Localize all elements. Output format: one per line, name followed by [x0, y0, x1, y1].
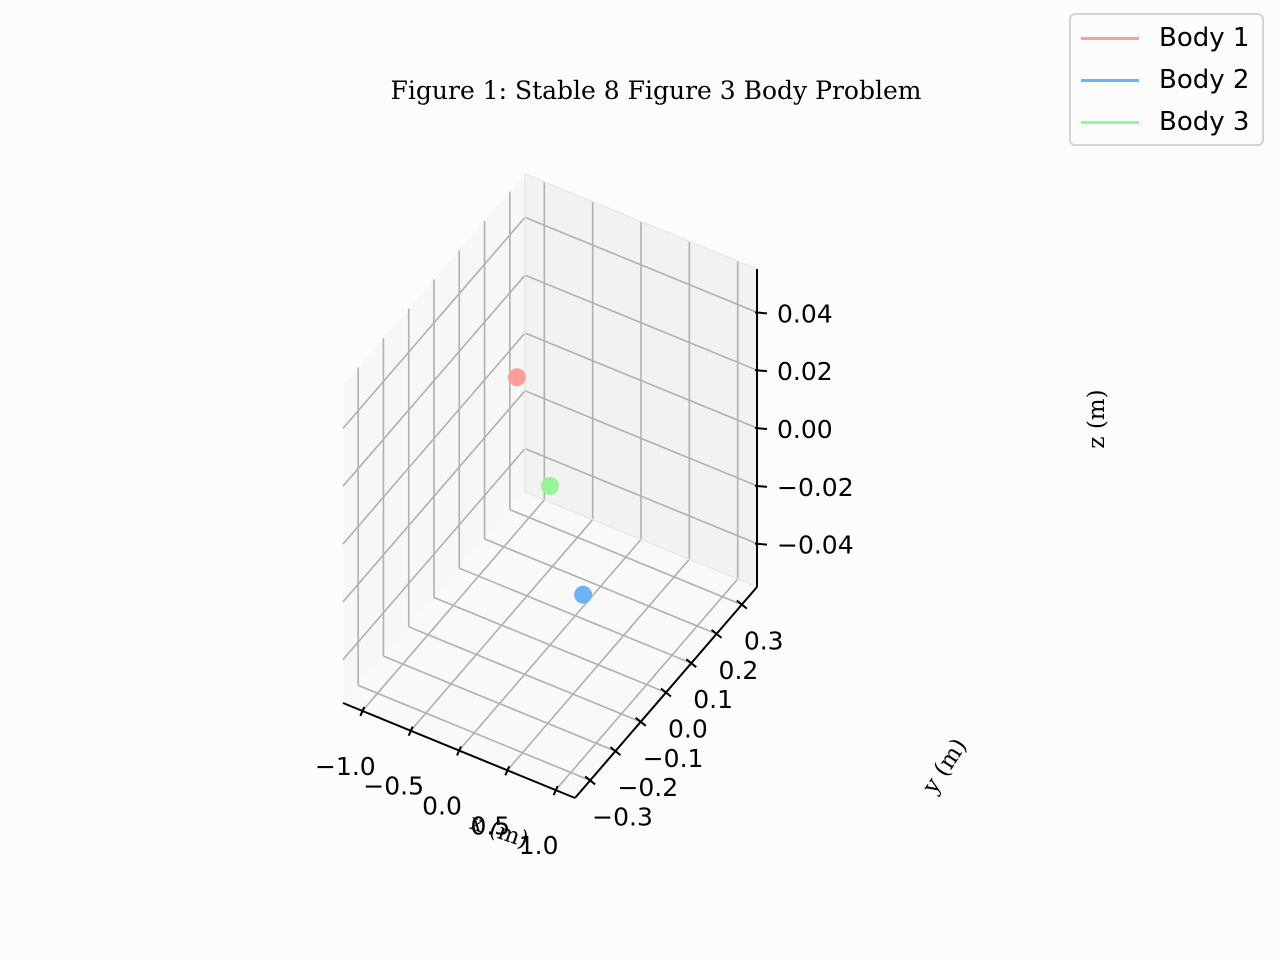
z-tick-label: −0.02: [777, 473, 854, 502]
legend: Body 1 Body 2 Body 3: [1069, 13, 1264, 146]
pane-edge: [524, 491, 758, 588]
y-gridline-floor: [484, 538, 717, 635]
y-tick-mark: [736, 599, 748, 610]
grid-layer: [342, 173, 758, 798]
legend-item-body-3: Body 3: [1081, 107, 1249, 137]
y-tick-label: −0.1: [643, 744, 704, 773]
x-tick-label: 0.5: [470, 811, 510, 840]
y-tick-label: −0.2: [617, 773, 678, 802]
x-tick-label: −1.0: [315, 752, 376, 781]
y-axis-label: y (m): [917, 734, 972, 799]
y-gridline-floor: [433, 596, 667, 694]
z-axis-label: z (m): [1084, 389, 1110, 448]
chart-title: Figure 1: Stable 8 Figure 3 Body Problem: [391, 76, 922, 105]
y-tick-mark: [609, 746, 622, 756]
y-tick-mark: [710, 629, 723, 639]
z-tick-mark: [754, 427, 768, 430]
y-tick-label: −0.3: [592, 802, 653, 831]
x-tick-label: −0.5: [363, 772, 424, 801]
z-tick-mark: [754, 542, 768, 546]
point-body-3: [541, 477, 559, 495]
pane-edge: [524, 173, 758, 270]
y-gridline-floor: [383, 655, 616, 752]
y-gridline-floor: [458, 567, 692, 664]
y-tick-label: 0.3: [744, 627, 784, 656]
z-gridline-back: [524, 216, 758, 314]
y-gridline-floor: [408, 626, 642, 723]
legend-item-body-2: Body 2: [1081, 65, 1249, 95]
z-gridline-side: [342, 274, 526, 487]
legend-label: Body 2: [1159, 65, 1250, 95]
z-tick-mark: [754, 369, 768, 373]
z-gridline-side: [342, 332, 526, 545]
z-tick-label: 0.02: [777, 357, 833, 386]
y-gridline-floor: [509, 508, 743, 606]
x-tick-mark: [504, 765, 511, 776]
z-gridline-back: [524, 390, 758, 487]
z-gridline-back: [524, 274, 758, 371]
z-tick-mark: [754, 311, 768, 315]
legend-item-body-1: Body 1: [1081, 23, 1249, 53]
point-body-1: [507, 368, 526, 387]
z-gridline-back: [524, 332, 758, 429]
points-layer: [507, 368, 593, 604]
legend-label: Body 3: [1159, 107, 1250, 137]
z-tick-label: −0.04: [777, 531, 854, 560]
z-tick-mark: [754, 484, 768, 488]
y-tick-label: 0.1: [693, 685, 733, 714]
x-tick-mark: [407, 726, 414, 737]
legend-swatch: [1081, 36, 1139, 40]
y-tick-mark: [685, 658, 697, 668]
y-tick-mark: [584, 775, 596, 786]
point-body-2: [574, 585, 593, 604]
ticks-layer: −1.0−0.50.00.51.0−0.3−0.2−0.10.00.10.20.…: [315, 299, 854, 860]
z-gridline-side: [342, 216, 526, 429]
y-tick-label: 0.2: [719, 656, 759, 685]
z-tick-label: 0.00: [777, 415, 833, 444]
z-gridline-back: [524, 447, 758, 545]
legend-swatch: [1081, 78, 1139, 82]
x-tick-mark: [456, 746, 462, 756]
legend-label: Body 1: [1159, 23, 1250, 53]
x-tick-label: 0.0: [422, 792, 462, 821]
z-tick-label: 0.04: [777, 299, 833, 328]
y-tick-mark: [635, 717, 647, 727]
y-tick-label: 0.0: [668, 715, 708, 744]
legend-swatch: [1081, 120, 1139, 124]
z-gridline-side: [342, 448, 526, 661]
z-gridline-side: [342, 390, 526, 603]
x-tick-label: 1.0: [519, 831, 559, 860]
x-tick-mark: [359, 706, 366, 717]
x-tick-mark: [552, 785, 559, 796]
y-tick-mark: [660, 687, 672, 698]
y-gridline-floor: [357, 684, 591, 782]
